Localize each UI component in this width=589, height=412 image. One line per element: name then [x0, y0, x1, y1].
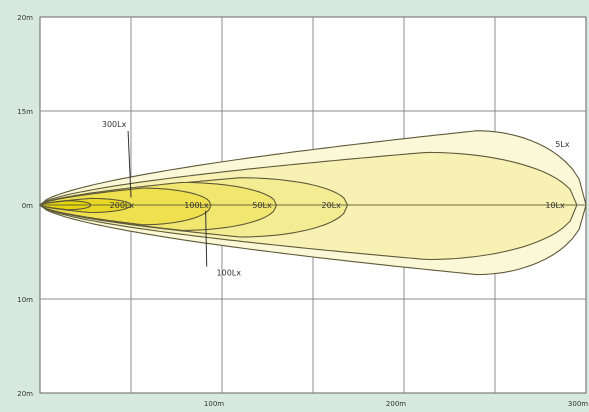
x-tick-labels: 100m 200m 300m — [204, 400, 588, 408]
callouts: 300Lx 100Lx — [102, 120, 241, 278]
series-label-10lx: 10Lx — [545, 201, 565, 210]
series-label-50lx: 50Lx — [252, 201, 272, 210]
series-label-200lx: 200Lx — [110, 201, 135, 210]
callout-leader — [205, 210, 208, 267]
y-tick-label: 20m — [17, 14, 33, 22]
y-tick-label: 10m — [17, 296, 33, 304]
light-zones — [38, 130, 587, 276]
y-tick-labels: 20m 15m 0m 10m 20m — [17, 14, 33, 398]
y-tick-label: 0m — [22, 202, 33, 210]
series-label-20lx: 20Lx — [322, 201, 342, 210]
series-label-5lx: 5Lx — [555, 140, 570, 149]
y-tick-label: 15m — [17, 108, 33, 116]
series-label-100lx: 100Lx — [184, 201, 209, 210]
callout-leader — [127, 130, 132, 198]
x-tick-label: 200m — [386, 400, 406, 408]
x-tick-label: 100m — [204, 400, 224, 408]
y-tick-label: 20m — [17, 390, 33, 398]
callout-100lx: 100Lx — [217, 269, 242, 278]
series-labels: 5Lx 10Lx 20Lx 50Lx 100Lx 200Lx — [110, 140, 570, 210]
callout-300lx: 300Lx — [102, 120, 127, 129]
x-tick-label: 300m — [568, 400, 588, 408]
